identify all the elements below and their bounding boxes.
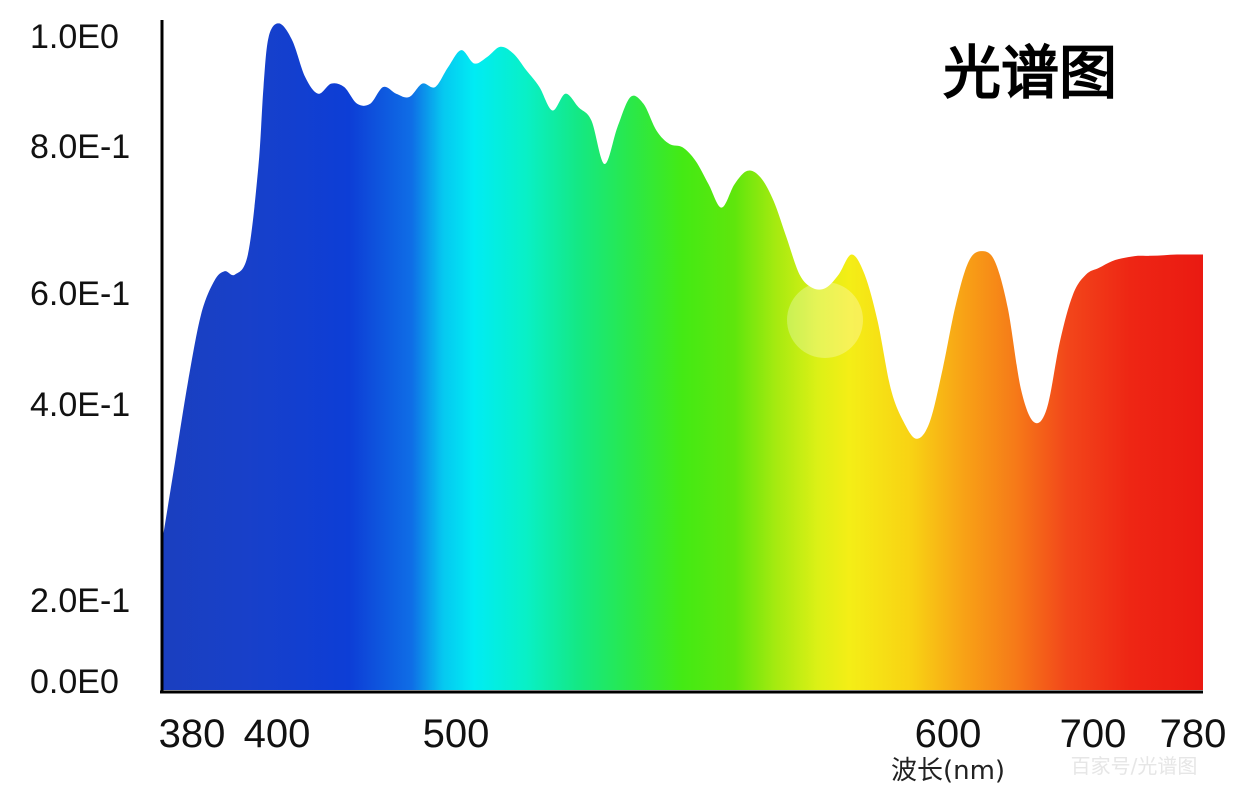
- y-tick-label: 4.0E-1: [30, 386, 130, 424]
- y-tick-label: 0.0E0: [30, 663, 119, 701]
- chart-title: 光谱图: [943, 39, 1117, 107]
- x-tick-label: 500: [423, 712, 490, 756]
- y-tick-label: 1.0E0: [30, 18, 119, 56]
- y-tick-label: 6.0E-1: [30, 275, 130, 313]
- x-tick-label: 600: [915, 712, 982, 756]
- x-tick-label: 780: [1160, 712, 1227, 756]
- y-tick-label: 2.0E-1: [30, 582, 130, 620]
- x-tick-label: 380: [159, 712, 226, 756]
- x-tick-label: 700: [1060, 712, 1127, 756]
- y-tick-labels: 1.0E0 8.0E-1 6.0E-1 4.0E-1 2.0E-1 0.0E0: [30, 18, 130, 701]
- x-tick-label: 400: [244, 712, 311, 756]
- highlight-glare: [787, 282, 863, 358]
- x-axis-label: 波长(nm): [891, 756, 1005, 786]
- spectrum-area: [162, 23, 1203, 691]
- x-tick-labels: 380 400 500 600 700 780: [159, 712, 1227, 756]
- y-tick-label: 8.0E-1: [30, 128, 130, 166]
- watermark-logo: 百家号/光谱图: [1071, 754, 1198, 778]
